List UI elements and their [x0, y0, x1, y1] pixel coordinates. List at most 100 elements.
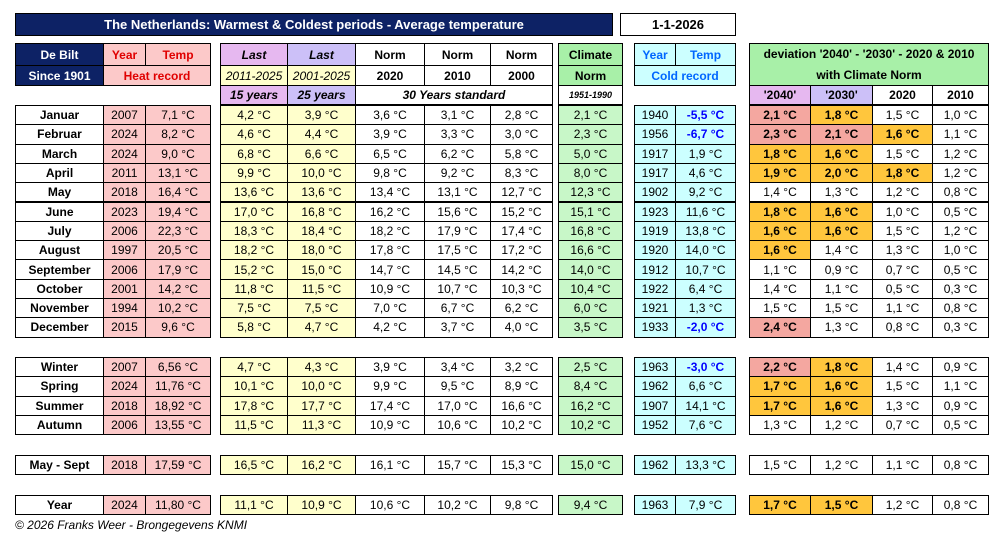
- last15: 18,2 °C: [220, 240, 288, 261]
- dev-2040: 2,3 °C: [749, 124, 811, 145]
- climate-norm: 8,4 °C: [558, 376, 623, 397]
- dev-2040: 2,2 °C: [749, 357, 811, 378]
- heat-temp: 19,4 °C: [145, 201, 211, 222]
- row-label: Autumn: [15, 414, 104, 436]
- deviation-col-header: 2010: [932, 85, 989, 105]
- heat-year: 2011: [103, 162, 146, 184]
- heat-temp: 17,59 °C: [145, 455, 211, 476]
- deviation-header: deviation '2040' - '2030' - 2020 & 2010 …: [749, 43, 989, 86]
- cold-header: Temp: [675, 43, 736, 66]
- row-label: Winter: [15, 357, 104, 378]
- dev-2020: 1,1 °C: [872, 298, 933, 319]
- dev-2010: 0,8 °C: [932, 182, 989, 203]
- dev-2040: 2,4 °C: [749, 317, 811, 338]
- cold-temp: 10,7 °C: [675, 259, 736, 280]
- dev-2040: 1,1 °C: [749, 259, 811, 280]
- dev-2030: 1,1 °C: [810, 278, 873, 299]
- heat-temp: 18,92 °C: [145, 395, 211, 416]
- last15-header: 15 years: [220, 85, 288, 105]
- norm-2020: 18,2 °C: [355, 220, 425, 242]
- dev-2040: 2,1 °C: [749, 105, 811, 126]
- dev-2020: 1,8 °C: [872, 162, 933, 184]
- norm-2010: 15,7 °C: [424, 455, 491, 476]
- norm-2000: 3,0 °C: [490, 124, 553, 145]
- climate-norm: 2,1 °C: [558, 105, 623, 126]
- climate-norm: 16,8 °C: [558, 220, 623, 242]
- last25: 15,0 °C: [287, 259, 356, 280]
- heat-year: 2018: [103, 395, 146, 416]
- cold-temp: 13,3 °C: [675, 455, 736, 476]
- last15: 17,8 °C: [220, 395, 288, 416]
- heat-temp: 8,2 °C: [145, 124, 211, 145]
- last15-header: 2011-2025: [220, 65, 288, 86]
- cold-temp: -6,7 °C: [675, 124, 736, 145]
- last15: 7,5 °C: [220, 298, 288, 319]
- cold-temp: 7,6 °C: [675, 414, 736, 436]
- dev-2020: 1,5 °C: [872, 143, 933, 164]
- norm-2010: 3,4 °C: [424, 357, 491, 378]
- heat-temp: 22,3 °C: [145, 220, 211, 242]
- cold-year: 1933: [634, 317, 676, 338]
- last15: 5,8 °C: [220, 317, 288, 338]
- last15: 10,1 °C: [220, 376, 288, 397]
- last15: 16,5 °C: [220, 455, 288, 476]
- dev-2020: 1,5 °C: [872, 105, 933, 126]
- norm-2000: 5,8 °C: [490, 143, 553, 164]
- last15-header: Last: [220, 43, 288, 66]
- heat-year: 2006: [103, 414, 146, 436]
- dev-2030: 2,1 °C: [810, 124, 873, 145]
- row-label: June: [15, 201, 104, 222]
- dev-2010: 0,8 °C: [932, 298, 989, 319]
- climate-norm: 3,5 °C: [558, 317, 623, 338]
- row-label: Year: [15, 495, 104, 516]
- last25: 7,5 °C: [287, 298, 356, 319]
- heat-year: 2015: [103, 317, 146, 338]
- dev-2010: 1,1 °C: [932, 124, 989, 145]
- cold-header: Year: [634, 43, 676, 66]
- heat-year: 1997: [103, 240, 146, 261]
- cold-temp: 14,1 °C: [675, 395, 736, 416]
- dev-2030: 1,6 °C: [810, 220, 873, 242]
- dev-2020: 1,5 °C: [872, 220, 933, 242]
- cold-temp: -2,0 °C: [675, 317, 736, 338]
- dev-2030: 1,6 °C: [810, 376, 873, 397]
- cold-year: 1921: [634, 298, 676, 319]
- cold-year: 1962: [634, 376, 676, 397]
- dev-2040: 1,5 °C: [749, 455, 811, 476]
- dev-2040: 1,7 °C: [749, 495, 811, 516]
- norm-header: 2000: [490, 65, 553, 86]
- norm-2000: 10,3 °C: [490, 278, 553, 299]
- climate-norm: 12,3 °C: [558, 182, 623, 203]
- climate-norm: 8,0 °C: [558, 162, 623, 184]
- cold-temp: -5,5 °C: [675, 105, 736, 126]
- dev-2030: 1,6 °C: [810, 143, 873, 164]
- dev-2040: 1,8 °C: [749, 143, 811, 164]
- last15: 15,2 °C: [220, 259, 288, 280]
- last15: 4,6 °C: [220, 124, 288, 145]
- norm-2010: 13,1 °C: [424, 182, 491, 203]
- heat-temp: 9,6 °C: [145, 317, 211, 338]
- cold-year: 1923: [634, 201, 676, 222]
- last25: 16,2 °C: [287, 455, 356, 476]
- dev-2020: 1,0 °C: [872, 201, 933, 222]
- last15: 13,6 °C: [220, 182, 288, 203]
- cold-temp: 1,9 °C: [675, 143, 736, 164]
- last15: 17,0 °C: [220, 201, 288, 222]
- heat-temp: 11,76 °C: [145, 376, 211, 397]
- last25: 16,8 °C: [287, 201, 356, 222]
- last25-header: Last: [287, 43, 356, 66]
- last15: 6,8 °C: [220, 143, 288, 164]
- heat-year: 2024: [103, 124, 146, 145]
- row-label: October: [15, 278, 104, 299]
- dev-2010: 1,2 °C: [932, 143, 989, 164]
- heat-temp: 6,56 °C: [145, 357, 211, 378]
- dev-2040: 1,4 °C: [749, 278, 811, 299]
- norm-2020: 17,4 °C: [355, 395, 425, 416]
- last25: 13,6 °C: [287, 182, 356, 203]
- dev-2040: 1,7 °C: [749, 376, 811, 397]
- heat-year: 2007: [103, 357, 146, 378]
- last25: 4,3 °C: [287, 357, 356, 378]
- dev-2030: 1,6 °C: [810, 201, 873, 222]
- heat-year: 2024: [103, 495, 146, 516]
- dev-2020: 0,7 °C: [872, 414, 933, 436]
